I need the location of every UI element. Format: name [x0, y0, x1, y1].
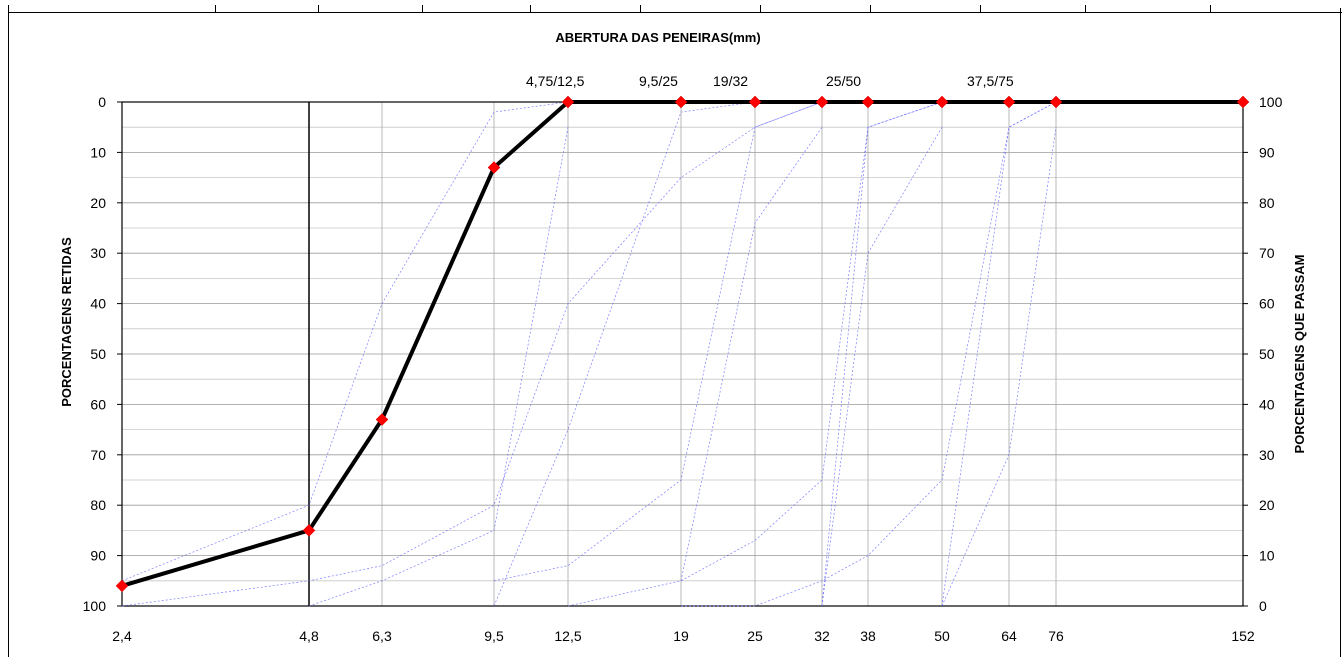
limit-curve [680, 126, 823, 581]
chart-title: ABERTURA DAS PENEIRAS(mm) [555, 30, 760, 45]
x-tick-label: 50 [934, 628, 950, 644]
limit-curve [121, 101, 569, 582]
limit-curve [941, 101, 1057, 607]
x-tick-label: 9,5 [484, 628, 504, 644]
y-left-tick-label: 80 [90, 497, 106, 513]
limit-curve [941, 127, 1057, 607]
data-point-marker [935, 95, 949, 109]
limit-curve [493, 101, 756, 607]
header-table-borders [8, 5, 1342, 13]
y-left-tick-label: 0 [98, 94, 106, 110]
y-right-tick-label: 70 [1259, 245, 1275, 261]
y-right-tick-label: 80 [1259, 195, 1275, 211]
data-point-marker [815, 95, 829, 109]
x-tick-label: 152 [1231, 628, 1255, 644]
limit-curve [567, 101, 943, 607]
y-left-tick-label: 30 [90, 245, 106, 261]
header-table-strip [0, 0, 1342, 13]
y-left-tick-label: 70 [90, 447, 106, 463]
y-left-tick-label: 100 [83, 598, 107, 614]
y-right-tick-label: 0 [1259, 598, 1267, 614]
y-left-tick-label: 10 [90, 144, 106, 160]
y-axis-left-title: PORCENTAGENS RETIDAS [59, 237, 74, 407]
data-point-marker [375, 413, 389, 426]
text-layer: ABERTURA DAS PENEIRAS(mm) PORCENTAGENS R… [59, 30, 1307, 644]
grid-layer [117, 101, 1248, 607]
y-right-tick-label: 40 [1259, 396, 1275, 412]
data-point-marker [1049, 95, 1063, 109]
chart-frame [8, 8, 1341, 657]
y-right-tick-label: 20 [1259, 497, 1275, 513]
zone-annotation: 19/32 [713, 73, 748, 89]
data-point-marker [674, 95, 688, 109]
data-point-marker [861, 95, 875, 109]
x-tick-label: 2,4 [112, 628, 132, 644]
zone-annotation: 4,75/12,5 [526, 73, 585, 89]
x-tick-label: 12,5 [554, 628, 581, 644]
granulometric-curve [121, 100, 1243, 588]
y-right-tick-label: 100 [1259, 94, 1283, 110]
limit-curve [121, 101, 823, 607]
zone-annotation: 25/50 [826, 73, 861, 89]
y-right-tick-label: 30 [1259, 447, 1275, 463]
data-point-marker [302, 524, 316, 537]
limit-curves-layer [121, 101, 1057, 607]
x-tick-label: 76 [1048, 628, 1064, 644]
y-right-tick-label: 10 [1259, 548, 1275, 564]
x-tick-label: 32 [814, 628, 830, 644]
x-tick-label: 4,8 [299, 628, 319, 644]
x-tick-label: 64 [1001, 628, 1017, 644]
data-point-marker [1002, 95, 1016, 109]
limit-curve [493, 101, 823, 582]
y-right-tick-label: 60 [1259, 296, 1275, 312]
main-curve-layer [121, 100, 1243, 588]
zone-annotation: 9,5/25 [639, 73, 678, 89]
limit-curve [308, 127, 569, 607]
x-tick-label: 25 [747, 628, 763, 644]
marker-layer [115, 95, 1250, 593]
data-point-marker [561, 95, 575, 109]
y-left-tick-label: 20 [90, 195, 106, 211]
y-left-tick-label: 90 [90, 548, 106, 564]
zone-annotation: 37,5/75 [967, 73, 1014, 89]
data-point-marker [748, 95, 762, 109]
data-point-marker [1236, 95, 1250, 109]
x-tick-label: 6,3 [372, 628, 392, 644]
y-axis-right-title: PORCENTAGENS QUE PASSAM [1292, 255, 1307, 454]
x-tick-label: 19 [673, 628, 689, 644]
data-point-marker [115, 579, 129, 593]
limit-curve [821, 101, 943, 607]
y-left-tick-label: 50 [90, 346, 106, 362]
y-right-tick-label: 50 [1259, 346, 1275, 362]
data-point-marker [487, 161, 501, 174]
x-tick-label: 38 [860, 628, 876, 644]
limit-curve [821, 127, 943, 607]
y-right-tick-label: 90 [1259, 144, 1275, 160]
y-left-tick-label: 40 [90, 296, 106, 312]
y-left-tick-label: 60 [90, 396, 106, 412]
limit-curve [681, 101, 1057, 607]
